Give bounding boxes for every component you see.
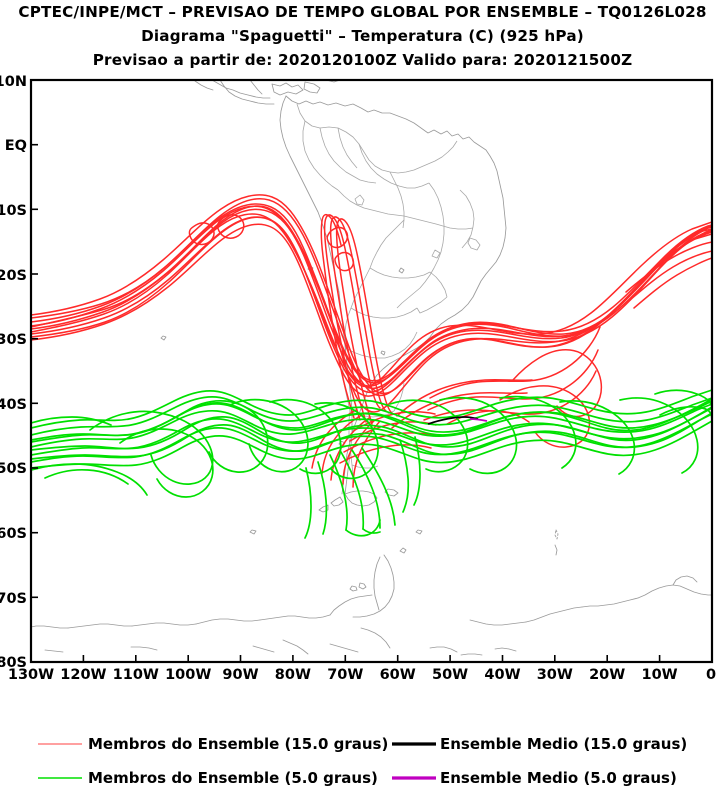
x-axis-labels: 130W 120W 110W 100W 90W 80W 70W 60W 50W … xyxy=(8,667,716,683)
x-tick-label: 130W xyxy=(8,667,54,683)
ensemble-members-15deg xyxy=(31,194,712,488)
south-america-coastline xyxy=(271,80,507,513)
x-tick-label: 10W xyxy=(642,667,678,683)
y-tick-label: 20S xyxy=(0,268,27,284)
x-tick-label: 40W xyxy=(484,667,520,683)
x-tick-label: 20W xyxy=(589,667,625,683)
y-tick-label: 70S xyxy=(0,591,27,607)
legend-label-mean-15: Ensemble Medio (15.0 graus) xyxy=(440,735,687,753)
political-borders xyxy=(296,103,481,484)
y-tick-label: 80S xyxy=(0,655,27,671)
x-tick-label: 60W xyxy=(380,667,416,683)
y-axis-ticks xyxy=(31,79,38,663)
legend-label-mean-5: Ensemble Medio (5.0 graus) xyxy=(440,769,677,787)
x-tick-label: 110W xyxy=(113,667,159,683)
y-axis-labels: 10N EQ 10S 20S 30S 40S 50S 60S 70S 80S xyxy=(0,74,27,671)
ensemble-members-5deg xyxy=(31,389,712,539)
legend-label-members-5: Membros do Ensemble (5.0 graus) xyxy=(88,769,378,787)
map-layer xyxy=(31,80,712,656)
x-tick-label: 50W xyxy=(432,667,468,683)
y-tick-label: 30S xyxy=(0,332,27,348)
header-line-times: Previsao a partir de: 2020120100Z Valido… xyxy=(92,51,633,69)
chart-legend: Membros do Ensemble (15.0 graus) Ensembl… xyxy=(38,735,687,787)
plot-frame xyxy=(29,78,714,664)
x-tick-label: 120W xyxy=(60,667,106,683)
x-tick-label: 80W xyxy=(275,667,311,683)
x-tick-label: 30W xyxy=(537,667,573,683)
y-tick-label: 60S xyxy=(0,526,27,542)
y-tick-label: 40S xyxy=(0,397,27,413)
x-tick-label: 90W xyxy=(222,667,258,683)
y-tick-label: 10N xyxy=(0,74,27,90)
header-line-model: CPTEC/INPE/MCT – PREVISAO DE TEMPO GLOBA… xyxy=(18,3,707,21)
legend-label-members-15: Membros do Ensemble (15.0 graus) xyxy=(88,735,388,753)
x-tick-label: 70W xyxy=(327,667,363,683)
y-tick-label: 10S xyxy=(0,203,27,219)
x-tick-label: 0 xyxy=(706,667,716,683)
y-tick-label: 50S xyxy=(0,461,27,477)
x-tick-label: 100W xyxy=(165,667,211,683)
antarctica-coastline xyxy=(31,265,712,656)
y-tick-label: EQ xyxy=(5,138,27,154)
chart-header: CPTEC/INPE/MCT – PREVISAO DE TEMPO GLOBA… xyxy=(0,0,725,69)
central-america-coastline xyxy=(194,80,275,105)
x-axis-ticks xyxy=(30,655,713,662)
header-line-title: Diagrama "Spaguetti" – Temperatura (C) (… xyxy=(141,27,584,45)
ensemble-mean-lines xyxy=(427,416,488,425)
